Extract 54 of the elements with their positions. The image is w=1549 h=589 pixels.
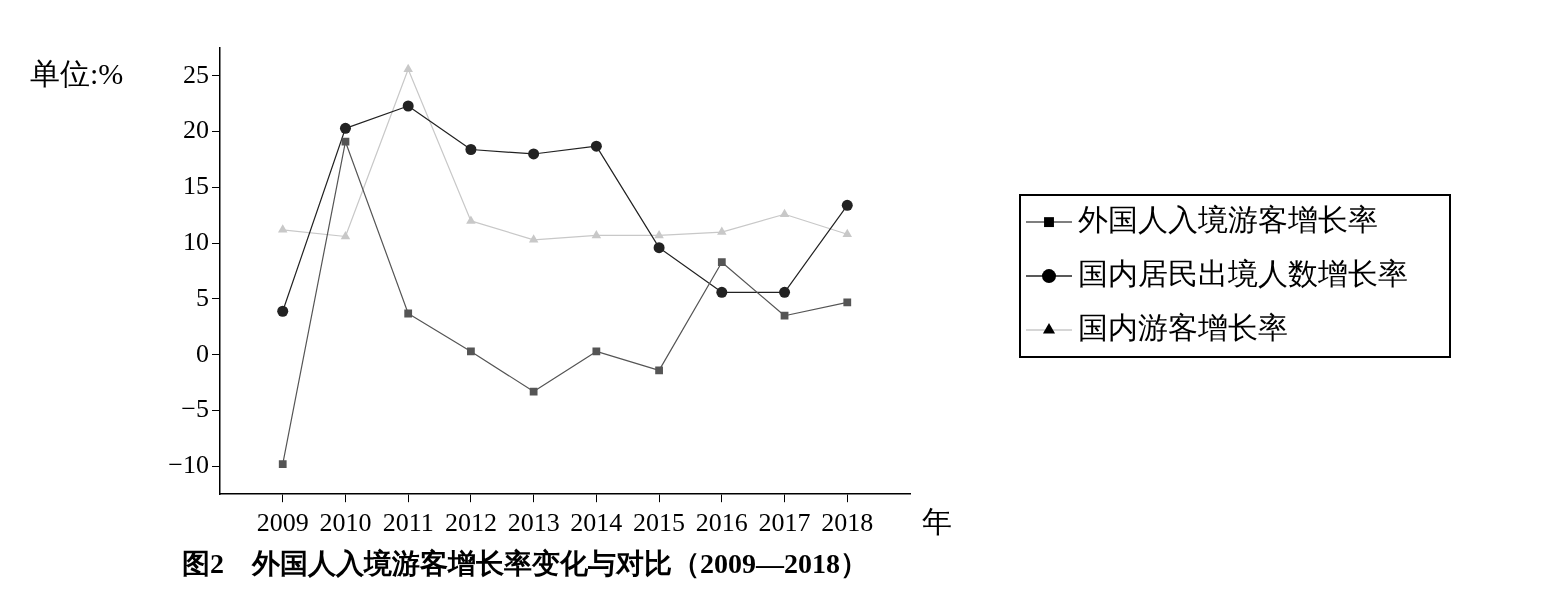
point [841,199,853,211]
point [592,347,601,356]
legend-label: 外国人入境游客增长率 [1078,202,1378,236]
y-tick-label: 0 [196,338,209,368]
point [843,298,852,307]
point [717,258,726,267]
legend-label: 国内居民出境人数增长率 [1078,256,1408,290]
point [465,144,477,156]
point [404,309,413,318]
x-tick-label: 2011 [382,507,434,537]
point [717,226,727,235]
point [780,311,789,320]
point [466,215,476,224]
y-tick-label: 25 [183,59,209,89]
y-tick-label: 15 [183,171,209,201]
point [591,229,602,239]
point [528,234,539,243]
point [655,366,663,375]
x-tick-label: 2018 [821,507,874,537]
x-tick-label: 2015 [633,507,686,537]
x-tick-label: 2017 [758,507,811,537]
point [716,286,728,298]
point [779,208,790,217]
point [590,140,602,152]
point [529,387,538,396]
point [779,286,791,298]
y-tick-label: −5 [181,394,209,424]
point [403,63,413,72]
y-tick-label: 5 [196,282,209,312]
x-tick-label: 2010 [319,507,372,537]
point [653,242,665,254]
y-tick-label: 10 [183,227,209,257]
x-tick-label: 2016 [695,507,748,537]
point [341,137,350,146]
point [467,347,475,356]
y-tick-label: 20 [183,115,209,145]
y-tick-label: −10 [168,450,209,480]
legend-label: 国内游客增长率 [1078,310,1288,344]
point [278,460,287,468]
x-tick-label: 2014 [570,507,623,537]
y-axis-title: 单位:% [30,56,124,90]
point [340,231,351,240]
point [528,148,540,160]
x-tick-label: 2009 [256,507,309,537]
point [339,122,351,134]
x-tick-label: 2012 [444,507,497,537]
point [277,305,289,317]
text: 图2 外国人入境游客增长率变化与对比（2009—2018） [182,548,868,580]
point [654,229,664,239]
x-axis-title: 年 [922,505,952,539]
point [402,100,414,112]
point [842,228,853,238]
x-tick-label: 2013 [507,507,560,537]
point [277,224,288,233]
